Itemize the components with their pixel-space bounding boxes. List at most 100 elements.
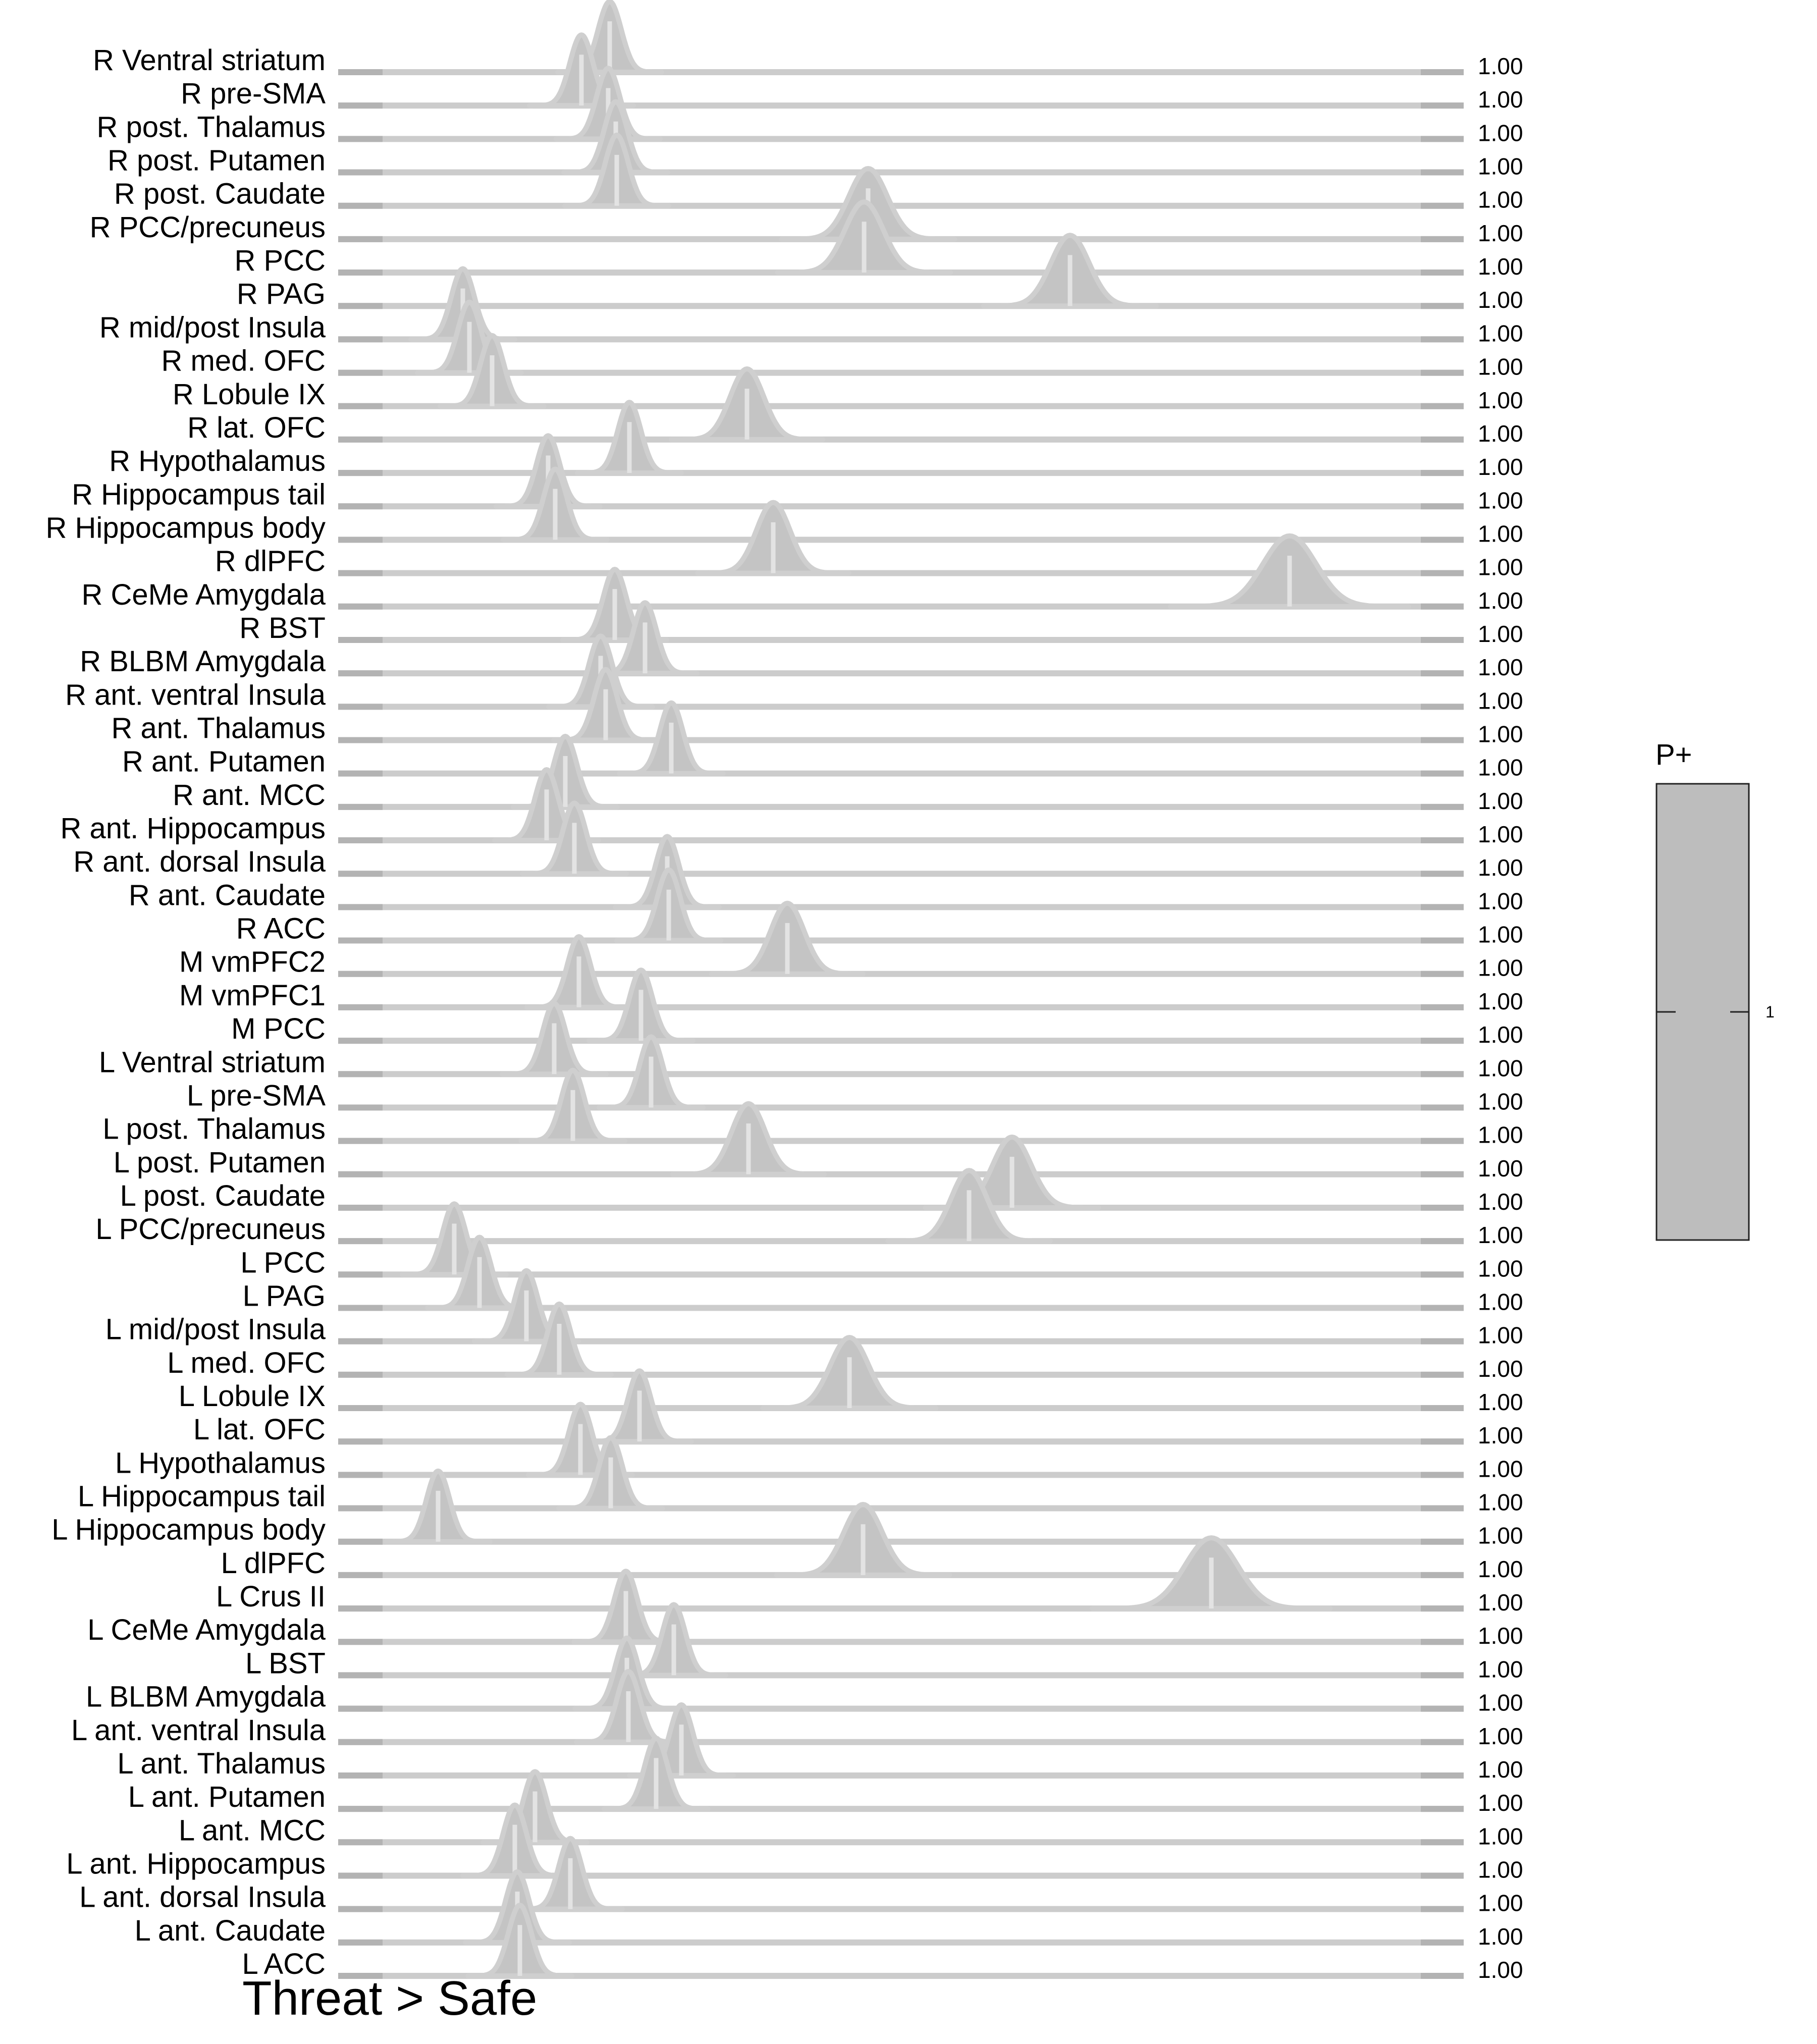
row-label: L PCC [240,1246,326,1279]
ridge-row [338,66,1464,142]
row-value: 1.00 [1478,1890,1523,1916]
row-value: 1.00 [1478,1489,1523,1516]
row-label: R ant. Thalamus [112,712,326,745]
row-value: 1.00 [1478,187,1523,213]
ridge-row [338,400,1464,476]
row-value: 1.00 [1478,1690,1523,1716]
row-label: M PCC [231,1012,326,1045]
chart-title: Threat > Safe [242,1971,537,2025]
row-label: R Hypothalamus [109,445,326,477]
ridge-row [338,1001,1464,1078]
row-label: L lat. OFC [193,1413,326,1446]
row-label: L BST [245,1647,326,1680]
row-label: R ant. ventral Insula [65,678,326,711]
row-label: R post. Putamen [108,144,326,177]
row-label: L PCC/precuneus [95,1213,326,1246]
row-label: R ant. MCC [173,779,326,812]
row-value: 1.00 [1478,287,1523,313]
row-value: 1.00 [1478,1356,1523,1382]
ridge-row [338,333,1464,409]
row-label: R post. Thalamus [97,111,326,143]
row-value: 1.00 [1478,687,1523,714]
row-label: M vmPFC1 [179,979,326,1012]
ridges-layer [338,0,1464,1979]
row-value: 1.00 [1478,1389,1523,1415]
row-label: R ant. Caudate [129,879,326,911]
ridge-row [338,1368,1464,1445]
colorbar-tick-label: 1 [1766,1003,1775,1021]
row-value: 1.00 [1478,1456,1523,1482]
row-label: M vmPFC2 [179,946,326,979]
ridge-row [338,867,1464,944]
ridge-row [338,934,1464,1010]
row-value: 1.00 [1478,621,1523,647]
row-label: L post. Caudate [120,1179,326,1212]
ridge-row [338,1535,1464,1612]
row-value: 1.00 [1478,1723,1523,1749]
row-value: 1.00 [1478,1288,1523,1315]
ridge-row [338,1101,1464,1177]
row-value: 1.00 [1478,86,1523,113]
row-label: L ACC [242,1948,326,1980]
ridge-row [338,533,1464,610]
row-value: 1.00 [1478,1957,1523,1983]
row-value: 1.00 [1478,1255,1523,1281]
row-label: R ACC [236,912,326,945]
row-value: 1.00 [1478,320,1523,346]
ridge-row [338,1067,1464,1144]
row-value: 1.00 [1478,1422,1523,1448]
row-value: 1.00 [1478,755,1523,781]
ridge-row [338,1501,1464,1578]
ridge-row [338,233,1464,309]
row-label: L Hippocampus body [51,1514,326,1546]
ridge-row [338,1903,1464,1979]
row-label: R PAG [237,278,326,310]
row-value: 1.00 [1478,354,1523,380]
row-value: 1.00 [1478,654,1523,680]
row-value: 1.00 [1478,1122,1523,1148]
row-value: 1.00 [1478,1222,1523,1248]
row-value: 1.00 [1478,1556,1523,1582]
row-label: L pre-SMA [187,1079,326,1112]
row-label: R Lobule IX [173,378,326,411]
ridge-row [338,1034,1464,1111]
row-value: 1.00 [1478,420,1523,447]
ridge-row [338,1468,1464,1545]
row-label: L Lobule IX [179,1380,326,1413]
row-value: 1.00 [1478,1790,1523,1816]
row-label: L med. OFC [167,1347,326,1379]
row-label: L post. Putamen [114,1146,326,1179]
row-value: 1.00 [1478,487,1523,513]
row-value: 1.00 [1478,821,1523,847]
row-value: 1.00 [1478,153,1523,180]
row-value: 1.00 [1478,922,1523,948]
row-label: L mid/post Insula [105,1313,326,1346]
row-value: 1.00 [1478,454,1523,480]
row-label: L post. Thalamus [102,1113,326,1146]
ridge-row [338,366,1464,443]
row-label: R mid/post Insula [99,311,326,344]
ridge-row [338,466,1464,543]
ridge-row [338,667,1464,743]
row-value: 1.00 [1478,1856,1523,1882]
row-value: 1.00 [1478,387,1523,413]
ridge-row [338,1802,1464,1879]
row-value: 1.00 [1478,1322,1523,1349]
row-label: L Crus II [216,1580,326,1613]
row-value: 1.00 [1478,1823,1523,1849]
row-label: L ant. Putamen [128,1781,326,1813]
ridge-row [338,1569,1464,1645]
colorbar-title: P+ [1655,738,1692,771]
row-label: L ant. MCC [179,1814,326,1847]
row-label: L PAG [243,1279,326,1312]
row-value: 1.00 [1478,1756,1523,1783]
row-value: 1.00 [1478,587,1523,614]
row-value: 1.00 [1478,988,1523,1014]
row-label: R BST [239,612,326,644]
row-value: 1.00 [1478,1623,1523,1649]
row-label: L ant. ventral Insula [71,1714,326,1747]
row-label: R BLBM Amygdala [80,645,326,678]
row-value: 1.00 [1478,788,1523,814]
